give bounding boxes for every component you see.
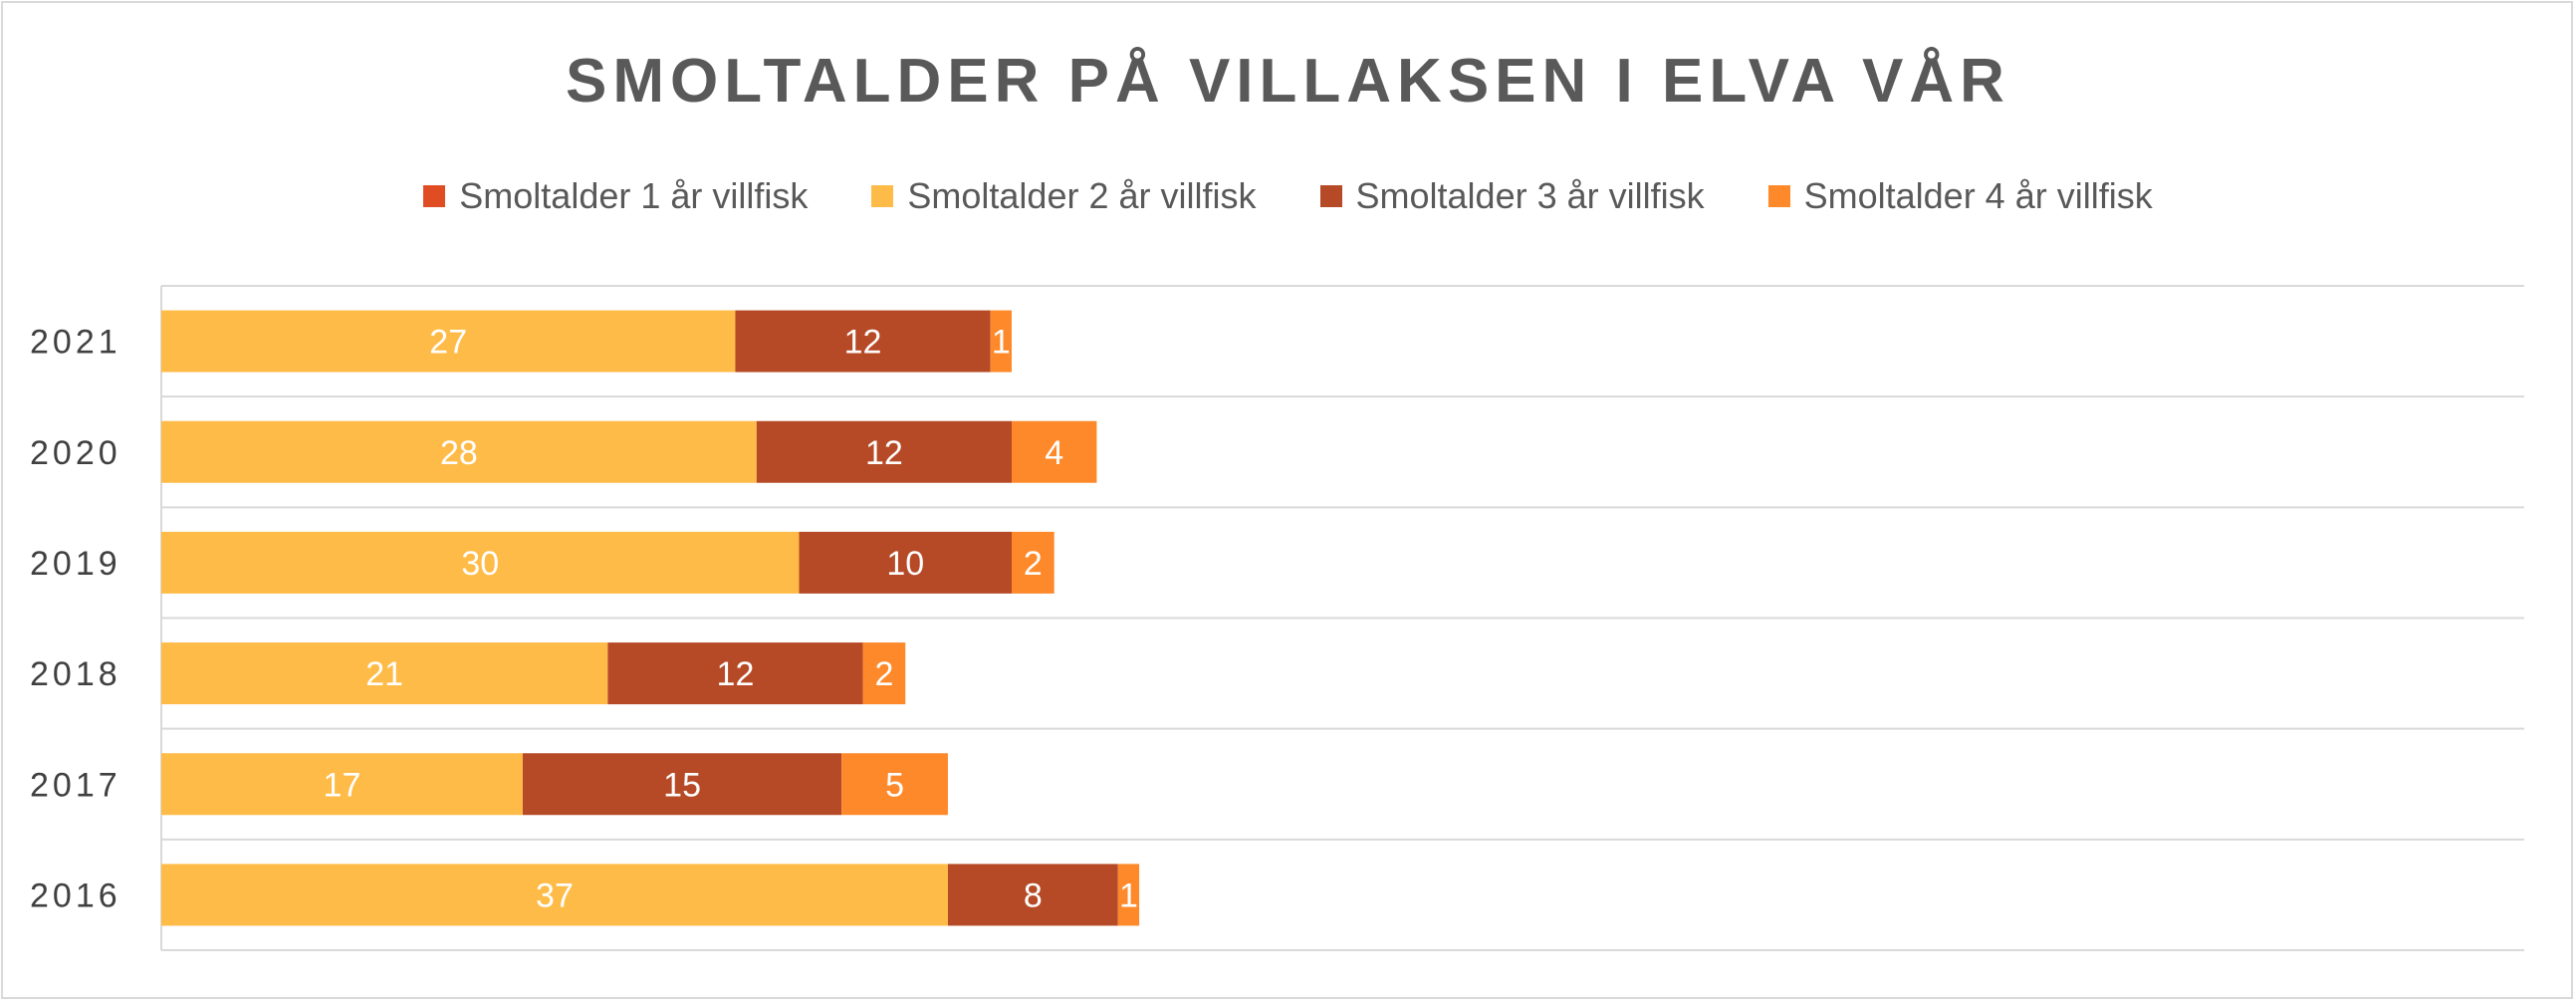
data-label-2021-series-2: 27: [429, 324, 467, 362]
bar-2020-series-4: [1012, 420, 1097, 483]
bar-2020-series-2: [161, 420, 757, 483]
legend-swatch-4: [1767, 185, 1790, 207]
category-label-2020: 2020: [30, 434, 121, 472]
category-label-2021: 2021: [30, 324, 121, 362]
bar-2021-series-3: [735, 310, 991, 373]
legend-swatch-2: [871, 185, 894, 207]
bar-2021-series-4: [990, 310, 1012, 373]
data-label-2021-series-4: 1: [992, 324, 1011, 362]
bar-2016-series-4: [1117, 864, 1140, 926]
legend: Smoltalder 1 år villfisk Smoltalder 2 år …: [0, 171, 2576, 221]
data-label-2016-series-4: 1: [1119, 877, 1138, 914]
data-label-2017-series-2: 17: [324, 766, 361, 804]
legend-label-1: Smoltalder 1 år villfisk: [459, 175, 809, 216]
bar-2017-series-4: [841, 753, 948, 816]
bar-2019-series-2: [161, 531, 800, 594]
data-label-2016-series-2: 37: [536, 877, 574, 914]
bar-2018-series-2: [161, 642, 608, 705]
data-label-2018-series-3: 12: [717, 655, 755, 693]
legend-label-4: Smoltalder 4 år villfisk: [1803, 175, 2153, 216]
bar-2017-series-2: [161, 753, 523, 816]
bar-2018-series-3: [607, 642, 863, 705]
data-label-2020-series-3: 12: [865, 434, 903, 472]
bar-2020-series-3: [756, 420, 1012, 483]
legend-item-1: Smoltalder 1 år villfisk: [423, 175, 808, 217]
data-label-2016-series-3: 8: [1024, 877, 1043, 914]
legend-swatch-3: [1319, 185, 1342, 207]
category-label-2017: 2017: [30, 766, 121, 804]
data-label-2018-series-4: 2: [874, 655, 893, 693]
data-label-2020-series-4: 4: [1045, 434, 1063, 472]
legend-item-2: Smoltalder 2 år villfisk: [871, 175, 1257, 217]
category-label-2016: 2016: [30, 877, 121, 914]
bar-2021-series-2: [161, 310, 736, 373]
bar-2016-series-2: [161, 864, 948, 926]
category-label-2019: 2019: [30, 545, 121, 583]
data-label-2019-series-3: 10: [886, 545, 924, 583]
legend-swatch-1: [423, 185, 446, 207]
legend-label-3: Smoltalder 3 år villfisk: [1355, 175, 1705, 216]
data-label-2019-series-2: 30: [461, 545, 499, 583]
data-label-2017-series-3: 15: [663, 766, 701, 804]
data-label-2017-series-4: 5: [885, 766, 904, 804]
bar-2016-series-3: [947, 864, 1118, 926]
legend-item-4: Smoltalder 4 år villfisk: [1767, 175, 2153, 217]
data-label-2018-series-2: 21: [365, 655, 403, 693]
legend-item-3: Smoltalder 3 år villfisk: [1319, 175, 1705, 217]
data-label-2020-series-2: 28: [440, 434, 478, 472]
data-label-2019-series-4: 2: [1024, 545, 1043, 583]
bar-2017-series-3: [522, 753, 842, 816]
bar-2019-series-4: [1012, 531, 1054, 594]
chart-title: SMOLTALDER PÅ VILLAKSEN I ELVA VÅR: [566, 47, 2010, 116]
legend-label-2: Smoltalder 2 år villfisk: [907, 175, 1257, 216]
bar-2018-series-4: [862, 642, 906, 705]
bar-2019-series-3: [799, 531, 1012, 594]
data-label-2021-series-3: 12: [844, 324, 882, 362]
category-label-2018: 2018: [30, 655, 121, 693]
